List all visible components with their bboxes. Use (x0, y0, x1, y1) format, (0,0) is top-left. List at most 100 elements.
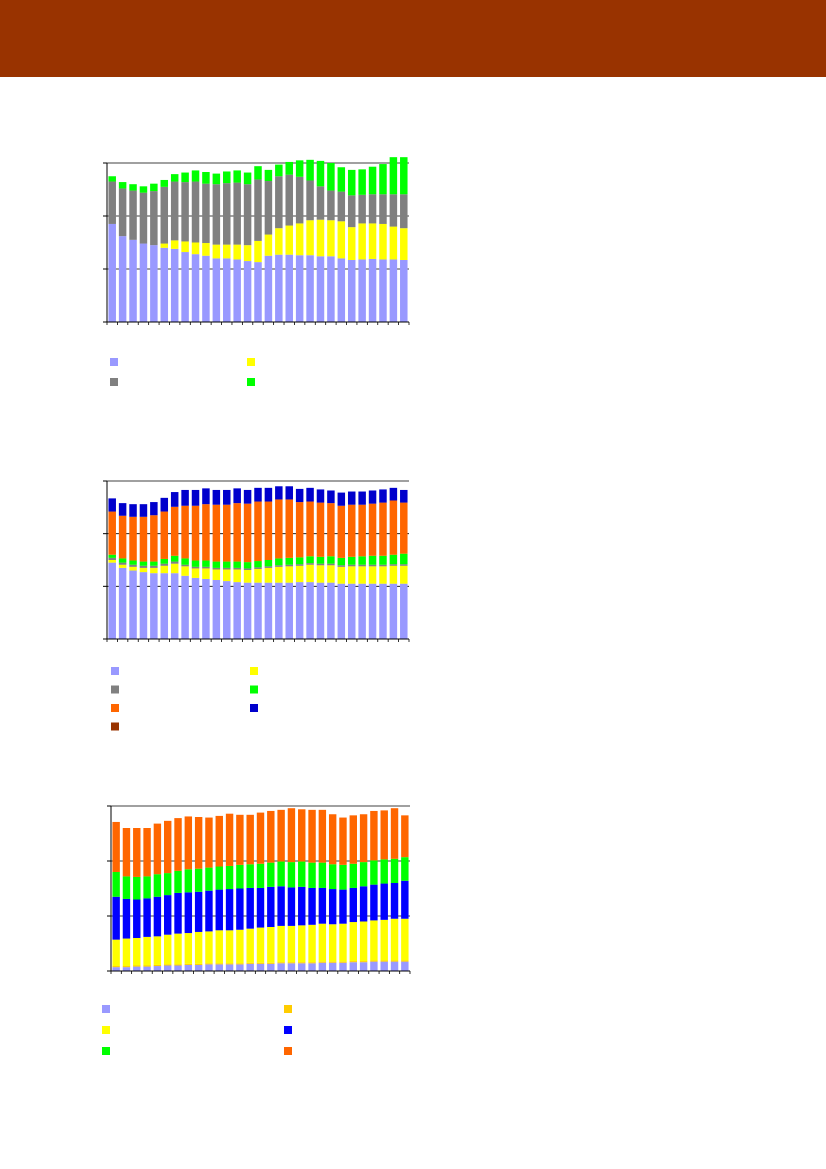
bar-segment-s5-c11 (215, 866, 223, 890)
bar-segment-s2-c15 (254, 240, 262, 263)
bar-segment-s6-c7 (174, 818, 182, 871)
bar-segment-s6-c27 (379, 489, 387, 503)
bar-segment-s5-c18 (287, 862, 296, 888)
bar-segment-s2-c28 (390, 960, 399, 962)
legend-swatch-4 (250, 685, 258, 694)
bar-segment-s3-c29 (400, 564, 408, 566)
bar-segment-s2-c7 (170, 240, 179, 249)
bar-segment-s4-c28 (389, 157, 398, 195)
bar-segment-s2-c9 (191, 242, 200, 255)
bar-segment-s3-c12 (225, 930, 234, 964)
bar-segment-s4-c2 (118, 182, 127, 189)
bar-segment-s4-c27 (379, 164, 387, 195)
bar-segment-s5-c7 (174, 870, 182, 893)
bar-segment-s3-c20 (306, 563, 314, 565)
bar-segment-s3-c27 (379, 564, 387, 567)
bar-segment-s3-c17 (275, 176, 283, 229)
bar-segment-s5-c5 (150, 515, 158, 562)
bar-segment-s3-c28 (389, 194, 398, 227)
bar-segment-s4-c6 (160, 558, 169, 564)
bar-segment-s4-c16 (264, 169, 273, 182)
bar-segment-s5-c24 (349, 863, 357, 888)
bar-segment-s4-c28 (390, 883, 399, 919)
bar-segment-s1-c9 (191, 577, 200, 639)
bar-segment-s3-c26 (368, 564, 377, 567)
bar-segment-s2-c11 (212, 569, 221, 581)
bar-segment-s4-c6 (160, 179, 169, 187)
bar-segment-s3-c27 (380, 919, 388, 961)
bar-segment-s2-c21 (316, 565, 325, 583)
bar-segment-s5-c23 (339, 864, 347, 890)
bar-segment-s3-c7 (174, 933, 182, 965)
bar-segment-s1-c10 (202, 255, 210, 322)
bar-segment-s1-c25 (358, 583, 366, 639)
bar-segment-s3-c20 (308, 924, 316, 963)
bar-segment-s5-c26 (370, 860, 378, 885)
bar-segment-s6-c2 (122, 828, 131, 877)
bar-segment-s3-c11 (212, 567, 221, 570)
bar-segment-s6-c23 (339, 817, 347, 865)
bar-segment-s1-c27 (380, 961, 388, 971)
bar-segment-s1-c7 (170, 573, 179, 639)
bar-segment-s3-c2 (122, 938, 131, 967)
bar-segment-s3-c16 (267, 927, 275, 963)
bar-segment-s2-c10 (202, 568, 210, 579)
bar-segment-s1-c19 (295, 582, 304, 639)
bar-segment-s4-c25 (358, 169, 366, 195)
bar-segment-s6-c15 (256, 812, 265, 864)
bar-segment-s1-c20 (306, 255, 314, 322)
bar-segment-s2-c10 (205, 963, 213, 965)
bar-segment-s4-c20 (306, 159, 314, 181)
bar-segment-s2-c1 (112, 966, 120, 968)
bar-segment-s2-c18 (285, 225, 293, 255)
bar-segment-s2-c14 (243, 570, 252, 583)
bar-segment-s3-c4 (139, 192, 148, 244)
bar-segment-s5-c21 (318, 862, 327, 888)
bar-segment-s5-c27 (379, 502, 387, 556)
bar-segment-s6-c7 (170, 492, 179, 507)
bar-segment-s1-c7 (170, 248, 179, 322)
bar-segment-s6-c4 (139, 504, 148, 517)
bar-segment-s6-c14 (246, 814, 254, 865)
bar-segment-s6-c14 (243, 489, 252, 504)
bar-segment-s5-c10 (202, 504, 210, 561)
bar-segment-s1-c23 (339, 962, 347, 971)
bar-segment-s5-c17 (277, 861, 285, 887)
bar-segment-s5-c3 (129, 516, 137, 561)
bar-segment-s1-c4 (139, 572, 148, 639)
bar-segment-s5-c24 (347, 504, 356, 557)
bar-segment-s3-c19 (298, 925, 306, 963)
bar-segment-s4-c11 (212, 561, 221, 568)
bar-segment-s4-c9 (191, 560, 200, 567)
bar-segment-s2-c16 (264, 234, 273, 256)
header-band (0, 0, 826, 77)
bar-segment-s4-c13 (233, 170, 241, 183)
bar-segment-s1-c16 (267, 963, 275, 971)
bar-segment-s1-c6 (160, 247, 169, 322)
bar-segment-s1-c21 (318, 962, 327, 971)
bar-segment-s5-c21 (316, 502, 325, 557)
bar-segment-s1-c23 (337, 258, 346, 322)
bar-segment-s5-c15 (254, 501, 262, 562)
bar-segment-s5-c20 (306, 501, 314, 557)
bar-segment-s2-c12 (225, 963, 234, 965)
bar-segment-s1-c19 (295, 255, 304, 322)
bar-segment-s5-c11 (212, 504, 221, 562)
bar-segment-s1-c5 (150, 573, 158, 639)
bar-segment-s1-c12 (223, 581, 231, 639)
bar-segment-s2-c26 (368, 566, 377, 584)
bar-segment-s4-c22 (328, 889, 337, 925)
bar-segment-s4-c9 (194, 891, 203, 932)
bar-segment-s1-c2 (118, 236, 127, 322)
bar-segment-s1-c17 (277, 963, 285, 971)
bar-segment-s3-c13 (233, 182, 241, 245)
bar-segment-s5-c13 (233, 503, 241, 562)
bar-segment-s1-c29 (400, 583, 408, 639)
bar-segment-s3-c9 (194, 931, 203, 964)
bar-segment-s1-c17 (275, 254, 283, 322)
legend-swatch-3 (102, 1026, 110, 1034)
bar-segment-s3-c5 (150, 191, 158, 246)
bar-segment-s5-c9 (191, 505, 200, 561)
bar-segment-s3-c28 (390, 918, 399, 961)
